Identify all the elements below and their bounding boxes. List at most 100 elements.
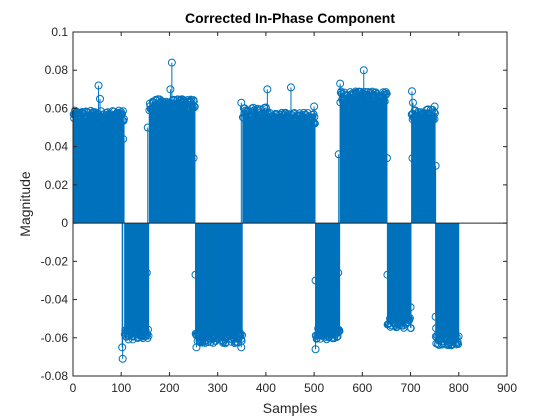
stem-marker bbox=[332, 333, 341, 341]
chart-title: Corrected In-Phase Component bbox=[185, 10, 395, 26]
outlier-marker bbox=[336, 79, 345, 88]
x-tick-label: 500 bbox=[304, 381, 324, 395]
outlier-marker bbox=[408, 154, 417, 163]
y-tick-label: 0 bbox=[61, 216, 68, 230]
stem-marker bbox=[430, 115, 439, 124]
stem-marker bbox=[407, 324, 415, 333]
outlier-marker bbox=[286, 83, 295, 92]
x-tick-label: 300 bbox=[208, 381, 228, 395]
y-tick-label: 0.04 bbox=[45, 140, 69, 154]
stem-segment bbox=[195, 223, 243, 344]
stem-segment bbox=[315, 223, 341, 340]
outlier-marker bbox=[96, 94, 104, 103]
outlier-marker bbox=[408, 98, 417, 107]
outlier-marker bbox=[310, 102, 319, 111]
stem-marker bbox=[454, 332, 463, 341]
outlier-marker bbox=[382, 154, 391, 163]
y-axis-ticks: -0.08 -0.06 -0.04 -0.02 0 0.02 0.04 0.06 0.08 0.1 bbox=[41, 25, 507, 383]
stem-marker bbox=[335, 327, 344, 335]
y-axis-label: Magnitude bbox=[17, 171, 33, 237]
stem-marker bbox=[238, 331, 247, 340]
stem-marker bbox=[430, 108, 438, 116]
stem-marker bbox=[406, 314, 414, 322]
outlier-marker bbox=[237, 98, 246, 107]
outlier-marker bbox=[383, 270, 392, 279]
outlier-marker bbox=[189, 154, 198, 163]
x-tick-label: 100 bbox=[111, 381, 131, 395]
x-axis-label: Samples bbox=[263, 400, 317, 416]
outlier-marker bbox=[262, 200, 271, 208]
y-tick-label: -0.08 bbox=[41, 369, 69, 383]
outlier-marker bbox=[237, 343, 246, 352]
outlier-marker bbox=[334, 268, 343, 277]
stem-segment bbox=[124, 223, 150, 340]
stem-segment bbox=[242, 107, 268, 224]
outlier-marker bbox=[166, 85, 175, 94]
y-tick-label: -0.04 bbox=[41, 293, 69, 307]
stem-marker-group bbox=[69, 106, 128, 126]
stem-marker-group bbox=[431, 331, 463, 350]
stem-marker bbox=[424, 105, 432, 113]
plot-area bbox=[69, 32, 507, 376]
x-tick-label: 900 bbox=[497, 381, 517, 395]
outlier-marker bbox=[191, 270, 200, 279]
outlier-marker bbox=[430, 102, 439, 111]
y-tick-label: -0.06 bbox=[41, 331, 69, 345]
y-tick-label: 0.06 bbox=[45, 101, 69, 115]
stem-marker bbox=[144, 331, 153, 340]
outlier-marker bbox=[432, 324, 441, 333]
x-tick-label: 700 bbox=[401, 381, 421, 395]
x-tick-label: 0 bbox=[70, 381, 77, 395]
outlier-marker bbox=[334, 150, 343, 159]
stem-marker bbox=[351, 93, 359, 101]
outlier-marker bbox=[311, 345, 320, 354]
stem-marker-group bbox=[383, 313, 415, 333]
stem-segment bbox=[148, 98, 196, 224]
stem-marker bbox=[143, 330, 152, 339]
stems-layer bbox=[73, 62, 460, 359]
outlier-marker bbox=[288, 177, 297, 186]
stem-segment bbox=[339, 91, 388, 224]
stem-marker bbox=[191, 102, 199, 111]
stem-marker-group bbox=[145, 95, 199, 115]
outlier-marker bbox=[94, 81, 103, 90]
outlier-marker bbox=[119, 135, 128, 144]
stem-marker-group bbox=[336, 87, 391, 107]
stem-marker bbox=[190, 97, 198, 105]
x-tick-label: 200 bbox=[159, 381, 179, 395]
outlier-marker bbox=[118, 343, 127, 352]
outlier-marker bbox=[408, 87, 416, 96]
outlier-marker bbox=[431, 312, 440, 321]
y-tick-label: 0.1 bbox=[51, 25, 68, 39]
y-tick-label: 0.02 bbox=[45, 178, 69, 192]
outlier-marker bbox=[359, 66, 368, 75]
stem-marker bbox=[209, 339, 218, 347]
stem-marker-group bbox=[191, 328, 247, 348]
outlier-marker bbox=[406, 303, 415, 312]
outlier-marker bbox=[311, 276, 320, 285]
outlier-marker bbox=[431, 161, 440, 170]
outlier-marker bbox=[141, 331, 150, 340]
y-tick-label: 0.08 bbox=[45, 63, 69, 77]
y-tick-label: -0.02 bbox=[41, 254, 69, 268]
outlier-marker bbox=[192, 343, 201, 352]
outlier-marker bbox=[118, 354, 127, 363]
stem-marker bbox=[119, 107, 127, 115]
stem-segment bbox=[435, 223, 460, 346]
x-tick-label: 400 bbox=[256, 381, 276, 395]
stem-marker bbox=[383, 89, 391, 98]
outlier-marker bbox=[263, 85, 272, 94]
markers-layer bbox=[69, 58, 463, 363]
stem-segment bbox=[411, 109, 436, 224]
stem-marker-group bbox=[264, 108, 319, 128]
stem-marker bbox=[381, 91, 390, 100]
stem-marker-group bbox=[120, 324, 153, 344]
x-tick-label: 600 bbox=[352, 381, 372, 395]
x-axis-ticks: 0 100 200 300 400 500 600 700 800 900 bbox=[70, 32, 517, 395]
outlier-marker bbox=[167, 58, 176, 67]
axes-box bbox=[72, 31, 508, 377]
stem-marker bbox=[311, 119, 319, 128]
stem-marker bbox=[454, 340, 463, 348]
stem-marker bbox=[222, 338, 230, 347]
